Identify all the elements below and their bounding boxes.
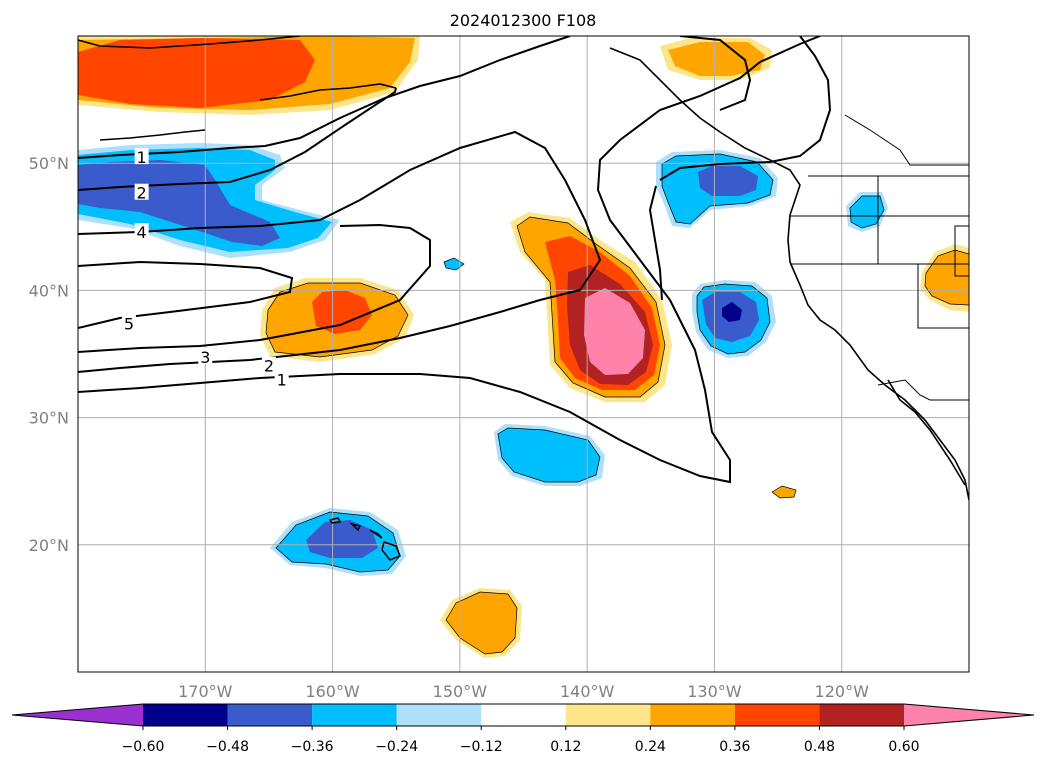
x-tick-label: 140°W [560, 682, 615, 701]
colorbar-tick-label: −0.24 [375, 739, 418, 755]
x-tick-label: 170°W [178, 682, 233, 701]
y-tick-label: 40°N [29, 281, 69, 300]
coastlines [78, 36, 969, 501]
contour-label-bg [198, 347, 213, 364]
map-background [78, 36, 969, 672]
shaded-region-subtropical-positive [440, 588, 522, 658]
state-borders [790, 114, 969, 401]
colorbar-segment [143, 704, 228, 726]
colorbar: −0.60 −0.48 −0.36 −0.24 −0.12 0.12 0.24 0.36 0.4… [11, 703, 1035, 755]
contour-label-bg [134, 183, 149, 200]
shaded-region-bc-coast-positive [660, 38, 772, 80]
contour-label-bg [121, 314, 136, 331]
contour-label: 2 [137, 184, 147, 203]
colorbar-segment [565, 704, 651, 726]
contour-label: 2 [264, 357, 274, 376]
y-axis-ticks: 20°N 30°N 40°N 50°N [29, 154, 69, 555]
shaded-region-small-positive [772, 486, 796, 498]
shaded-region-east-central-negative [494, 424, 605, 486]
contour-label: 5 [124, 315, 134, 334]
colorbar-extend-min [12, 704, 143, 726]
y-tick-label: 50°N [29, 154, 69, 173]
colorbar-segment [734, 704, 820, 726]
colorbar-segment [481, 704, 566, 726]
shaded-region-central-pacific-positive [260, 278, 414, 362]
map-frame [77, 35, 970, 673]
contour-label-bg [274, 370, 289, 387]
shaded-region-hawaii-negative [270, 508, 406, 576]
chart-title: 2024012300 F108 [450, 11, 597, 30]
colorbar-tick-label: −0.12 [460, 739, 503, 755]
shaded-region-northeast-pacific-positive [510, 212, 672, 402]
colorbar-segment [819, 704, 904, 726]
x-tick-label: 150°W [433, 682, 488, 701]
x-tick-label: 120°W [815, 682, 870, 701]
colorbar-tick-label: 0.36 [719, 739, 750, 755]
colorbar-tick-label: −0.36 [291, 739, 334, 755]
colorbar-tick-label: 0.12 [550, 739, 581, 755]
contour-label-bg [261, 356, 276, 373]
height-contours [78, 36, 832, 484]
contour-label: 1 [277, 371, 287, 390]
colorbar-tick-label: −0.48 [206, 739, 249, 755]
colorbar-tick-label: 0.24 [635, 739, 666, 755]
hawaii-islands [328, 517, 401, 561]
colorbar-tick-label: 0.60 [888, 739, 919, 755]
colorbar-segment [396, 704, 482, 726]
colorbar-segment [650, 704, 735, 726]
shaded-region-northwest-negative [656, 150, 778, 228]
y-tick-label: 20°N [29, 536, 69, 555]
x-tick-label: 160°W [305, 682, 360, 701]
contour-label: 3 [200, 348, 210, 367]
colorbar-segment [312, 704, 397, 726]
contour-label: 1 [137, 148, 147, 167]
x-tick-label: 130°W [687, 682, 742, 701]
shaded-region-gulf-of-alaska-positive [78, 36, 420, 115]
contour-label: 4 [137, 223, 147, 242]
x-axis-ticks: 170°W 160°W 150°W 140°W 130°W 120°W [178, 682, 869, 701]
contour-label-bg [134, 148, 149, 165]
colorbar-tick-label: −0.60 [122, 739, 165, 755]
shaded-region-offshore-negative [692, 280, 776, 358]
colorbar-tick-label: 0.48 [804, 739, 835, 755]
contour-label-bg [134, 223, 149, 240]
colorbar-extend-max [904, 704, 1034, 726]
colorbar-segment [227, 704, 313, 726]
y-tick-label: 30°N [29, 409, 69, 428]
